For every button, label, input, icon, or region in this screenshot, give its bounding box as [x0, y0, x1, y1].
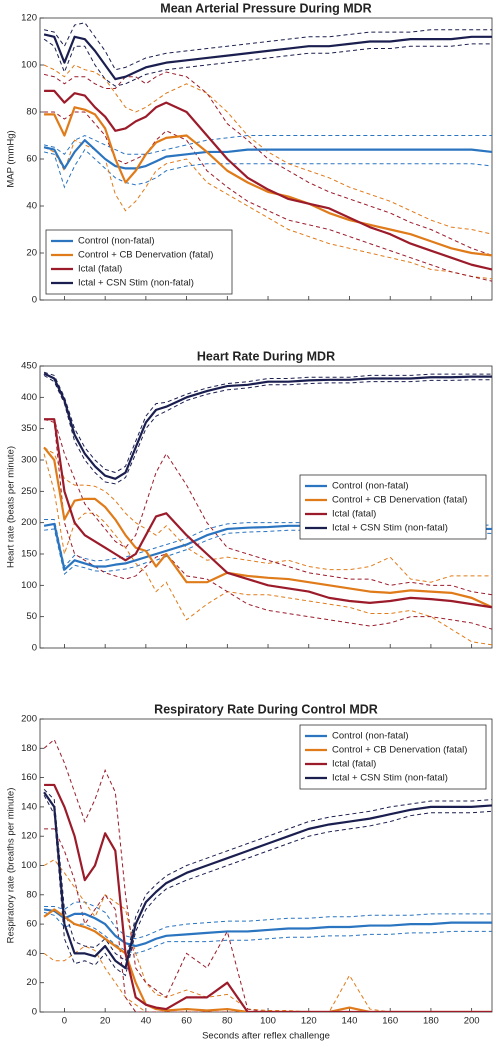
- bound-line: [43, 453, 492, 646]
- series-line: [43, 33, 492, 81]
- y-tick-label: 160: [21, 772, 37, 783]
- y-tick-label: 450: [21, 361, 37, 372]
- y-axis-label: Respiratory rate (breaths per minute): [6, 788, 17, 944]
- x-tick-label: 120: [301, 1016, 317, 1027]
- bound-line: [43, 148, 492, 189]
- bound-line: [43, 371, 492, 474]
- bound-line: [43, 71, 492, 256]
- y-tick-label: 60: [26, 919, 37, 930]
- legend-box: [45, 229, 233, 295]
- legend-label: Control + CB Denervation (fatal): [332, 745, 467, 756]
- y-tick-label: 40: [26, 201, 37, 212]
- bound-line: [43, 447, 492, 583]
- legend-label: Control (non-fatal): [332, 731, 409, 742]
- y-tick-label: 120: [21, 831, 37, 842]
- bound-line: [44, 418, 492, 596]
- y-tick-label: 100: [21, 60, 37, 71]
- y-tick-label: 200: [21, 517, 37, 528]
- legend-box: [299, 724, 487, 790]
- plot-area: [43, 22, 492, 282]
- x-axis-label: Seconds after reflex challenge: [202, 1031, 330, 1042]
- y-tick-label: 40: [26, 948, 37, 959]
- y-tick-label: 200: [21, 714, 37, 725]
- bound-line: [43, 788, 492, 962]
- y-tick-label: 0: [32, 643, 37, 654]
- x-tick-label: 100: [260, 1016, 276, 1027]
- y-tick-label: 80: [26, 107, 37, 118]
- legend-label: Ictal (fatal): [78, 264, 122, 275]
- x-tick-label: 140: [342, 1016, 358, 1027]
- series-line: [44, 418, 492, 609]
- x-tick-label: 180: [423, 1016, 439, 1027]
- series-line: [44, 89, 492, 271]
- bound-line: [43, 139, 492, 280]
- y-tick-label: 20: [26, 248, 37, 259]
- x-tick-label: 200: [464, 1016, 480, 1027]
- series-line: [44, 783, 492, 1012]
- legend-label: Control + CB Denervation (fatal): [332, 495, 467, 506]
- chart-title: Mean Arterial Pressure During MDR: [160, 1, 371, 15]
- y-tick-label: 350: [21, 423, 37, 434]
- x-tick-label: 60: [181, 1016, 192, 1027]
- legend-label: Ictal (fatal): [332, 509, 376, 520]
- y-tick-label: 300: [21, 455, 37, 466]
- y-tick-label: 0: [32, 1007, 37, 1018]
- series-line: [43, 908, 492, 948]
- bound-line: [44, 828, 492, 1012]
- bound-line: [43, 22, 492, 71]
- series-line: [44, 106, 492, 257]
- legend-label: Ictal + CSN Stim (non-fatal): [332, 773, 448, 784]
- y-tick-label: 100: [21, 580, 37, 591]
- legend-label: Control + CB Denervation (fatal): [78, 250, 213, 261]
- x-tick-label: 160: [382, 1016, 398, 1027]
- series-line: [43, 791, 492, 970]
- y-tick-label: 100: [21, 860, 37, 871]
- bound-line: [43, 64, 492, 235]
- y-tick-label: 20: [26, 977, 37, 988]
- series-line: [43, 372, 492, 480]
- x-tick-label: 40: [141, 1016, 152, 1027]
- y-tick-label: 140: [21, 801, 37, 812]
- chart-title: Heart Rate During MDR: [197, 349, 335, 363]
- y-tick-label: 250: [21, 486, 37, 497]
- y-tick-label: 150: [21, 549, 37, 560]
- plot-frame: [39, 365, 493, 649]
- y-axis-label: MAP (mmHg): [6, 130, 17, 187]
- x-tick-label: 80: [222, 1016, 233, 1027]
- series-line: [43, 446, 492, 609]
- bound-line: [43, 374, 492, 485]
- y-tick-label: 400: [21, 392, 37, 403]
- chart-title: Respiratory Rate During Control MDR: [154, 702, 378, 716]
- series-line: [43, 908, 492, 1012]
- bound-line: [43, 794, 492, 977]
- legend-label: Control (non-fatal): [78, 236, 155, 247]
- x-tick-label: 0: [62, 1016, 67, 1027]
- bound-line: [44, 901, 492, 940]
- bound-line: [43, 38, 492, 87]
- bound-line: [43, 134, 492, 155]
- y-tick-label: 180: [21, 743, 37, 754]
- legend-box: [299, 474, 487, 540]
- y-tick-label: 80: [26, 889, 37, 900]
- legend-label: Ictal (fatal): [332, 759, 376, 770]
- bound-line: [44, 111, 492, 282]
- y-tick-label: 60: [26, 154, 37, 165]
- bound-line: [43, 858, 492, 1012]
- y-tick-label: 50: [26, 611, 37, 622]
- y-tick-label: 120: [21, 13, 37, 24]
- legend-label: Ictal + CSN Stim (non-fatal): [332, 523, 448, 534]
- x-tick-label: 20: [100, 1016, 111, 1027]
- y-axis-label: Heart rate (beats per minute): [6, 446, 17, 568]
- legend-label: Ictal + CSN Stim (non-fatal): [78, 278, 194, 289]
- plot-area: [43, 738, 492, 1012]
- legend-label: Control (non-fatal): [332, 481, 409, 492]
- y-tick-label: 0: [32, 295, 37, 306]
